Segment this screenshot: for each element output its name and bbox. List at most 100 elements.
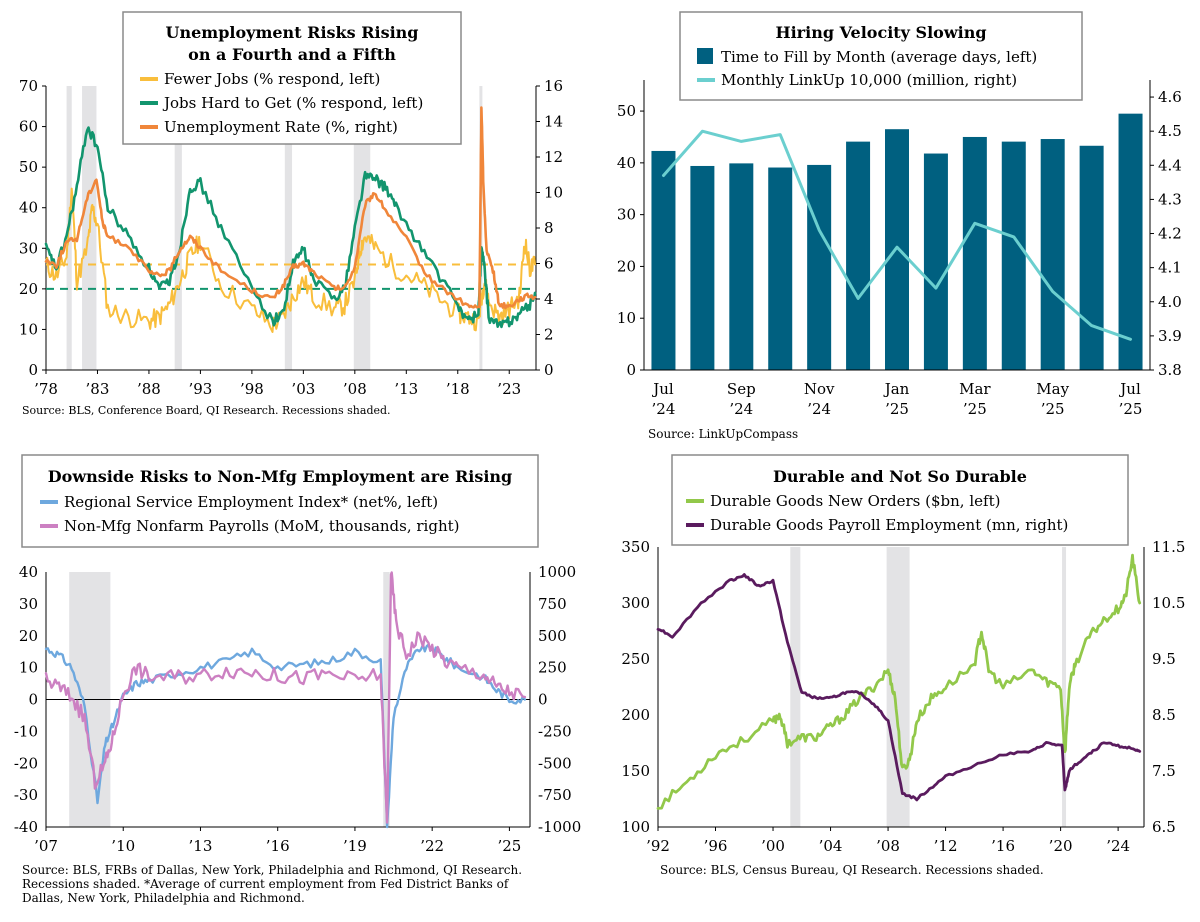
y-left-tick-label: 20 (617, 257, 636, 275)
y-right-tick-label: 10 (544, 184, 563, 202)
y-left-tick-label: 20 (19, 280, 38, 298)
y-right-tick-label: 4.3 (1158, 190, 1182, 208)
legend-entry: Non-Mfg Nonfarm Payrolls (MoM, thousands… (64, 517, 460, 535)
y-left-tick-label: 100 (621, 818, 650, 836)
y-right-tick-label: 0 (538, 691, 548, 709)
series-line-2 (44, 126, 537, 329)
y-right-tick-label: 16 (544, 77, 563, 95)
legend-entry: Fewer Jobs (% respond, left) (164, 70, 380, 88)
x-tick-label: ’24 (807, 400, 831, 418)
x-tick-label: ’19 (343, 837, 367, 855)
y-right-tick-label: 6.5 (1152, 818, 1176, 836)
x-tick-label: ’07 (34, 837, 58, 855)
bar (690, 165, 715, 370)
y-left-tick-label: 60 (19, 118, 38, 136)
y-right-tick-label: -500 (538, 754, 572, 772)
x-tick-label: ’25 (1119, 400, 1143, 418)
x-tick-label: ’24 (652, 400, 676, 418)
series-line-1 (44, 643, 527, 829)
bar (962, 136, 987, 370)
bar (923, 153, 948, 370)
source-note: Source: BLS, Conference Board, QI Resear… (22, 404, 391, 417)
y-right-tick-label: 4 (544, 290, 554, 308)
source-note: Source: BLS, Census Bureau, QI Research.… (660, 863, 1044, 877)
legend-entry: Durable Goods Payroll Employment (mn, ri… (710, 516, 1068, 534)
x-tick-label: ’25 (885, 400, 909, 418)
y-left-tick-label: -40 (14, 818, 38, 836)
y-right-tick-label: 6 (544, 255, 554, 273)
y-left-tick-label: -10 (14, 722, 38, 740)
y-left-tick-label: 30 (617, 206, 636, 224)
x-tick-label: ’25 (497, 837, 521, 855)
y-right-tick-label: -750 (538, 786, 572, 804)
bar (846, 141, 871, 370)
x-tick-label: ’08 (876, 837, 900, 855)
x-tick-label: ’20 (1049, 837, 1073, 855)
y-right-tick-label: -1000 (538, 818, 581, 836)
x-tick-label: ’96 (704, 837, 728, 855)
y-right-tick-label: 8 (544, 219, 554, 237)
y-left-tick-label: -30 (14, 786, 38, 804)
source-note: Recessions shaded. *Average of current e… (22, 877, 510, 891)
legend-entry: Time to Fill by Month (average days, lef… (721, 48, 1037, 66)
x-tick-label: ’23 (497, 380, 521, 398)
chart-title: on a Fourth and a Fifth (188, 45, 396, 64)
series-line-1 (45, 187, 536, 333)
y-right-tick-label: 4.4 (1158, 156, 1182, 174)
x-tick-label: ’16 (266, 837, 290, 855)
chart-title: Unemployment Risks Rising (166, 23, 419, 42)
y-right-tick-label: 4.1 (1158, 259, 1182, 277)
source-note: Source: BLS, FRBs of Dallas, New York, P… (22, 863, 522, 877)
legend-hiring (679, 11, 1083, 101)
y-left-tick-label: 20 (19, 627, 38, 645)
y-left-tick-label: -20 (14, 754, 38, 772)
x-tick-label: ’24 (1106, 837, 1130, 855)
y-left-tick-label: 350 (621, 538, 650, 556)
x-tick-label: Jul (651, 380, 674, 398)
x-tick-label: ’08 (343, 380, 367, 398)
y-right-tick-label: 3.9 (1158, 327, 1182, 345)
y-right-tick-label: 4.2 (1158, 225, 1182, 243)
legend-entry: Unemployment Rate (%, right) (164, 118, 398, 136)
recession-band (174, 86, 182, 370)
x-tick-label: Nov (804, 380, 835, 398)
y-right-tick-label: 8.5 (1152, 706, 1176, 724)
legend-entry: Durable Goods New Orders ($bn, left) (710, 492, 1000, 510)
chart-durable: 100 150 200 250 300 350 6.5 7.5 8.5 9.5 10.5 11.5 ’9… (621, 538, 1185, 855)
y-right-tick-label: 500 (538, 627, 567, 645)
x-tick-label: ’13 (394, 380, 418, 398)
y-left-tick-label: 40 (19, 563, 38, 581)
y-left-tick-label: 10 (19, 320, 38, 338)
chart-title: Hiring Velocity Slowing (775, 23, 986, 42)
bar (807, 164, 832, 370)
legend-entry: Jobs Hard to Get (% respond, left) (162, 94, 423, 112)
y-right-tick-label: 1000 (538, 563, 576, 581)
y-right-tick-label: 10.5 (1152, 594, 1185, 612)
y-right-tick-label: 11.5 (1152, 538, 1185, 556)
y-right-tick-label: 250 (538, 659, 567, 677)
x-tick-label: Sep (727, 380, 756, 398)
source-note: Source: LinkUpCompass (648, 427, 798, 441)
chart-title: Downside Risks to Non-Mfg Employment are… (48, 467, 512, 486)
x-tick-label: ’10 (111, 837, 135, 855)
legend-entry: Monthly LinkUp 10,000 (million, right) (721, 71, 1017, 89)
y-left-tick-label: 70 (19, 77, 38, 95)
y-left-tick-label: 50 (617, 102, 636, 120)
chart-unemployment: 0 10 20 30 40 50 60 70 0 2 4 6 8 10 12 14 16 ’78 ’83 ’88 ’93… (19, 77, 563, 398)
bar (1040, 139, 1065, 370)
x-tick-label: ’16 (991, 837, 1015, 855)
x-tick-label: ’03 (291, 380, 315, 398)
y-left-tick-label: 40 (19, 199, 38, 217)
x-tick-label: Jul (1118, 380, 1141, 398)
bar (1118, 113, 1143, 371)
x-tick-label: ’78 (34, 380, 58, 398)
y-left-tick-label: 10 (19, 659, 38, 677)
y-right-tick-label: 14 (544, 113, 563, 131)
y-left-tick-label: 0 (28, 361, 38, 379)
series-line-2 (44, 571, 527, 824)
x-tick-label: ’04 (819, 837, 843, 855)
linkup-line (662, 129, 1132, 341)
x-tick-label: ’83 (86, 380, 110, 398)
y-right-tick-label: 0 (544, 361, 554, 379)
